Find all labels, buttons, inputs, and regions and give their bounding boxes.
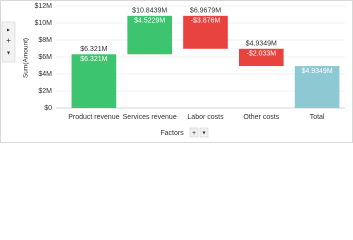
- x-tick-label: Total: [310, 114, 325, 121]
- menu-button[interactable]: [199, 127, 209, 138]
- cumulative-label: $10.8439M: [132, 8, 167, 15]
- cumulative-label: $6.321M: [80, 46, 107, 53]
- x-tick-label: Services revenue: [123, 114, 177, 121]
- bar: [183, 15, 228, 49]
- data-label: $4.9349M: [302, 68, 333, 75]
- cumulative-label: $4.9349M: [246, 41, 277, 48]
- y-tick-label: $6M: [38, 54, 52, 61]
- expand-icon[interactable]: ▸: [7, 28, 10, 34]
- x-axis-label: Factors: [160, 130, 184, 137]
- menu-icon[interactable]: ▾: [202, 131, 205, 137]
- add-button[interactable]: [189, 127, 199, 138]
- side-controls[interactable]: [1, 21, 16, 63]
- y-tick-label: $12M: [34, 3, 52, 10]
- x-tick-label: Other costs: [243, 114, 279, 121]
- frame: [0, 0, 353, 143]
- add-icon[interactable]: +: [6, 36, 11, 45]
- data-label: $6.321M: [80, 56, 107, 63]
- add-icon[interactable]: +: [192, 130, 196, 137]
- y-tick-label: $0: [44, 105, 52, 112]
- data-label: -$2.033M: [247, 51, 277, 58]
- chart: ▸ + ▾ Sum(Amount) Factors + ▾ $0 $2M $4M $6…: [0, 0, 353, 143]
- x-tick-label: Labor costs: [187, 114, 224, 121]
- bar: [294, 66, 340, 108]
- bar: [127, 15, 173, 55]
- x-tick-label: Product revenue: [68, 114, 119, 121]
- y-tick-label: $2M: [38, 88, 52, 95]
- data-label: -$3.876M: [191, 18, 221, 25]
- bar: [238, 48, 284, 67]
- y-tick-label: $4M: [38, 71, 52, 78]
- bar: [71, 54, 117, 108]
- y-tick-label: $10M: [34, 20, 52, 27]
- menu-icon[interactable]: ▾: [7, 51, 10, 57]
- y-axis-label: Sum(Amount): [23, 38, 30, 78]
- data-label: $4.5229M: [134, 18, 165, 25]
- cumulative-label: $6.9679M: [190, 8, 221, 15]
- y-tick-label: $8M: [38, 37, 52, 44]
